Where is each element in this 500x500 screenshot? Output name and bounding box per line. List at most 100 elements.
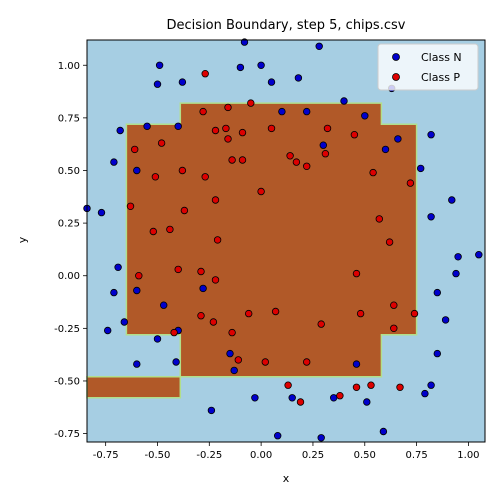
class-n-point xyxy=(199,284,207,293)
plot-frame xyxy=(86,39,486,443)
y-tick-label: 0.00 xyxy=(58,271,80,282)
class-p-point xyxy=(130,145,139,154)
class-n-point xyxy=(454,253,462,261)
class-n-point xyxy=(251,394,259,402)
class-p-point xyxy=(238,128,247,137)
class-n-point xyxy=(226,349,234,358)
class-n-point xyxy=(427,130,435,139)
class-n-point xyxy=(381,145,390,154)
class-p-point xyxy=(178,166,187,175)
x-tick-label: 1.00 xyxy=(457,450,479,461)
class-n-point xyxy=(352,360,361,368)
class-n-point xyxy=(230,366,238,375)
class-n-point xyxy=(475,250,483,259)
class-p-point xyxy=(350,130,359,139)
class-p-point xyxy=(157,139,166,147)
class-p-point xyxy=(197,312,205,320)
class-n-point xyxy=(294,74,303,82)
class-p-point xyxy=(244,309,253,318)
class-p-point xyxy=(367,381,375,389)
class-n-point xyxy=(427,381,435,389)
y-axis-label: y xyxy=(16,236,29,243)
class-n-point xyxy=(433,349,441,358)
class-p-region xyxy=(86,102,418,399)
class-n-point xyxy=(116,126,124,135)
class-n-point xyxy=(174,122,182,130)
x-axis: -0.75 -0.50 -0.25 0.00 0.25 0.50 0.75 1.00 xyxy=(93,442,480,461)
class-p-point xyxy=(323,124,332,133)
y-axis: -0.75 -0.50 -0.25 0.00 0.25 0.50 0.75 1.00 xyxy=(54,61,87,440)
class-p-point xyxy=(174,265,182,274)
class-p-point xyxy=(238,156,247,164)
y-tick-label: 0.75 xyxy=(58,113,80,124)
x-tick-label: 0.50 xyxy=(354,450,376,461)
class-p-point xyxy=(126,202,135,210)
class-n-point xyxy=(267,78,276,86)
class-p-point xyxy=(296,398,305,406)
class-p-point xyxy=(222,124,230,133)
y-tick-label: -0.50 xyxy=(54,376,80,387)
class-p-point xyxy=(228,328,236,337)
class-p-point xyxy=(352,383,361,391)
legend-marker-class-n xyxy=(392,53,400,61)
class-p-point xyxy=(199,107,207,116)
class-p-point xyxy=(209,318,218,326)
class-n-point xyxy=(379,427,388,436)
class-n-point xyxy=(178,78,187,86)
class-p-point xyxy=(166,225,174,234)
y-tick-label: -0.25 xyxy=(54,324,80,335)
class-n-point xyxy=(207,406,216,415)
class-n-point xyxy=(330,394,338,402)
class-p-point xyxy=(180,206,189,215)
class-p-point xyxy=(213,236,222,244)
class-p-point xyxy=(234,356,242,364)
x-tick-label: -0.75 xyxy=(93,450,119,461)
class-n-point xyxy=(133,286,141,295)
class-n-point xyxy=(363,398,371,406)
class-p-point xyxy=(352,269,361,278)
class-p-point xyxy=(247,99,255,107)
class-p-point xyxy=(261,358,269,366)
class-p-point xyxy=(211,126,220,135)
legend-marker-class-p xyxy=(392,73,400,81)
plot-area xyxy=(83,38,486,443)
class-n-point xyxy=(288,394,296,402)
class-p-point xyxy=(284,381,292,389)
class-p-point xyxy=(336,392,344,400)
class-n-point xyxy=(114,263,122,271)
x-tick-label: -0.50 xyxy=(145,450,171,461)
class-n-point xyxy=(133,166,141,175)
y-tick-label: 0.50 xyxy=(58,166,80,177)
class-n-point xyxy=(110,288,118,297)
class-n-point xyxy=(143,122,151,130)
class-p-point xyxy=(151,173,160,181)
class-n-point xyxy=(274,432,282,440)
class-n-point xyxy=(303,107,311,116)
class-n-point xyxy=(97,208,106,217)
legend-label-class-n: Class N xyxy=(421,51,462,64)
legend-box xyxy=(377,43,479,91)
class-n-point xyxy=(257,61,265,70)
class-n-point xyxy=(159,301,168,309)
x-tick-label: 0.75 xyxy=(405,450,427,461)
class-n-point xyxy=(448,196,456,204)
class-p-point xyxy=(271,307,280,316)
class-n-point xyxy=(155,61,164,70)
class-n-point xyxy=(361,112,369,120)
class-p-point xyxy=(303,162,311,170)
class-n-point xyxy=(421,389,429,398)
legend: Class N Class P xyxy=(377,43,479,91)
class-p-point xyxy=(369,168,377,177)
data-points xyxy=(83,38,483,442)
x-tick-label: -0.25 xyxy=(196,450,222,461)
class-n-point xyxy=(315,42,323,50)
class-p-point xyxy=(292,158,301,166)
class-p-point xyxy=(286,152,294,160)
class-p-point xyxy=(197,267,205,276)
x-tick-label: 0.00 xyxy=(250,450,272,461)
legend-label-class-p: Class P xyxy=(421,71,460,84)
class-n-point xyxy=(103,326,112,335)
class-p-point xyxy=(201,69,209,78)
class-n-point xyxy=(427,213,435,221)
class-p-point xyxy=(170,328,178,337)
